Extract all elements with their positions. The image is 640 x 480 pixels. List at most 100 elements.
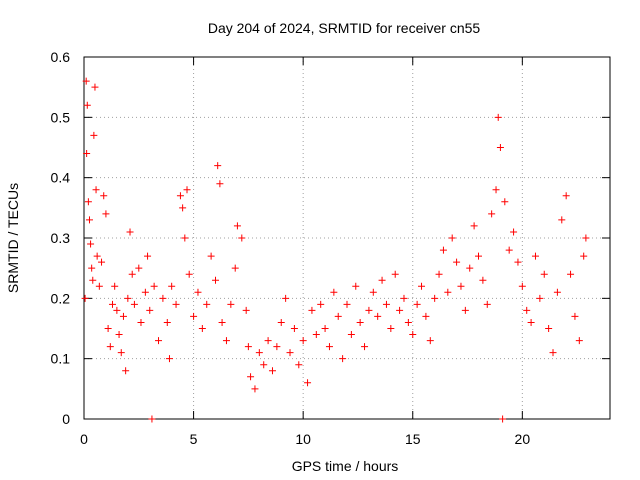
data-point <box>91 83 99 91</box>
data-point <box>475 252 482 260</box>
data-point <box>308 306 316 314</box>
data-point <box>439 246 447 254</box>
data-point <box>242 306 250 314</box>
data-point <box>146 306 154 314</box>
y-tick-label: 0.6 <box>51 49 71 65</box>
data-point <box>483 300 491 308</box>
data-point <box>95 282 103 290</box>
data-point <box>510 228 518 236</box>
plot-frame <box>83 56 611 420</box>
data-point <box>251 385 259 393</box>
data-point <box>369 288 377 296</box>
data-point <box>531 252 539 260</box>
data-point <box>233 222 241 230</box>
data-point <box>505 246 513 254</box>
data-point <box>264 337 272 345</box>
data-point <box>422 312 430 320</box>
data-point <box>387 325 395 332</box>
data-point <box>501 198 509 206</box>
data-point <box>321 325 329 332</box>
data-point <box>130 300 138 308</box>
data-point <box>128 270 136 278</box>
data-point <box>488 210 496 218</box>
data-point <box>247 373 255 381</box>
data-point <box>457 282 465 290</box>
data-point <box>124 294 132 302</box>
y-tick-label: 0.3 <box>51 230 71 246</box>
data-point <box>418 282 426 290</box>
data-point <box>282 294 290 302</box>
data-point <box>135 264 143 272</box>
data-point <box>290 325 298 332</box>
data-point <box>558 216 566 224</box>
y-tick-label: 0.2 <box>51 290 71 306</box>
data-point <box>214 162 222 170</box>
data-point <box>334 312 342 320</box>
data-point <box>126 228 134 236</box>
data-point <box>194 288 202 296</box>
data-point <box>461 306 469 314</box>
data-point <box>104 325 112 332</box>
data-point <box>87 240 95 248</box>
data-point <box>100 192 108 200</box>
data-point <box>466 264 474 272</box>
axis-ticks: 0 0.1 0.2 0.3 0.4 0.5 0.6 0 5 10 15 20 <box>51 49 610 447</box>
data-point <box>396 306 404 314</box>
data-point <box>339 355 347 363</box>
data-point <box>286 349 294 357</box>
data-point <box>448 234 456 242</box>
data-point <box>106 343 114 351</box>
x-axis-label: GPS time / hours <box>292 458 399 474</box>
data-point <box>117 349 125 357</box>
data-point <box>203 300 211 308</box>
data-point <box>244 343 252 351</box>
data-point <box>382 300 390 308</box>
data-point <box>216 180 224 188</box>
chart-title: Day 204 of 2024, SRMTID for receiver cn5… <box>208 20 481 36</box>
data-point <box>479 276 487 284</box>
data-point <box>183 186 191 194</box>
data-point <box>347 331 355 339</box>
data-point <box>113 306 121 314</box>
data-point <box>88 264 96 272</box>
data-point <box>295 361 303 369</box>
data-point <box>119 312 127 320</box>
data-point <box>141 288 149 296</box>
data-point <box>179 204 187 212</box>
y-tick-label: 0.1 <box>51 351 71 367</box>
data-point <box>227 300 235 308</box>
data-point <box>409 331 417 339</box>
x-tick-label: 0 <box>80 431 88 447</box>
data-point <box>89 276 97 284</box>
data-point <box>84 198 92 206</box>
data-point <box>168 282 176 290</box>
data-point <box>400 294 408 302</box>
data-point <box>260 361 268 369</box>
x-tick-label: 20 <box>515 431 531 447</box>
data-point <box>150 282 158 290</box>
x-tick-label: 5 <box>190 431 198 447</box>
data-point <box>527 318 535 326</box>
data-point <box>499 415 507 423</box>
data-point <box>492 186 500 194</box>
data-point <box>356 318 364 326</box>
data-point <box>238 234 246 242</box>
data-point <box>580 252 588 260</box>
y-axis-label: SRMTID / TECUs <box>5 183 21 293</box>
data-point <box>496 144 504 151</box>
data-point <box>343 300 351 308</box>
x-tick-label: 15 <box>405 431 421 447</box>
data-point <box>273 343 281 351</box>
data-point <box>365 306 373 314</box>
y-tick-label: 0 <box>62 411 70 427</box>
data-point <box>330 288 338 296</box>
data-point <box>575 337 583 345</box>
y-tick-label: 0.5 <box>51 109 71 125</box>
data-point <box>536 294 544 302</box>
data-point <box>404 318 412 326</box>
data-point <box>523 306 531 314</box>
data-point <box>155 337 163 345</box>
data-point <box>85 216 93 224</box>
data-point <box>163 318 171 326</box>
